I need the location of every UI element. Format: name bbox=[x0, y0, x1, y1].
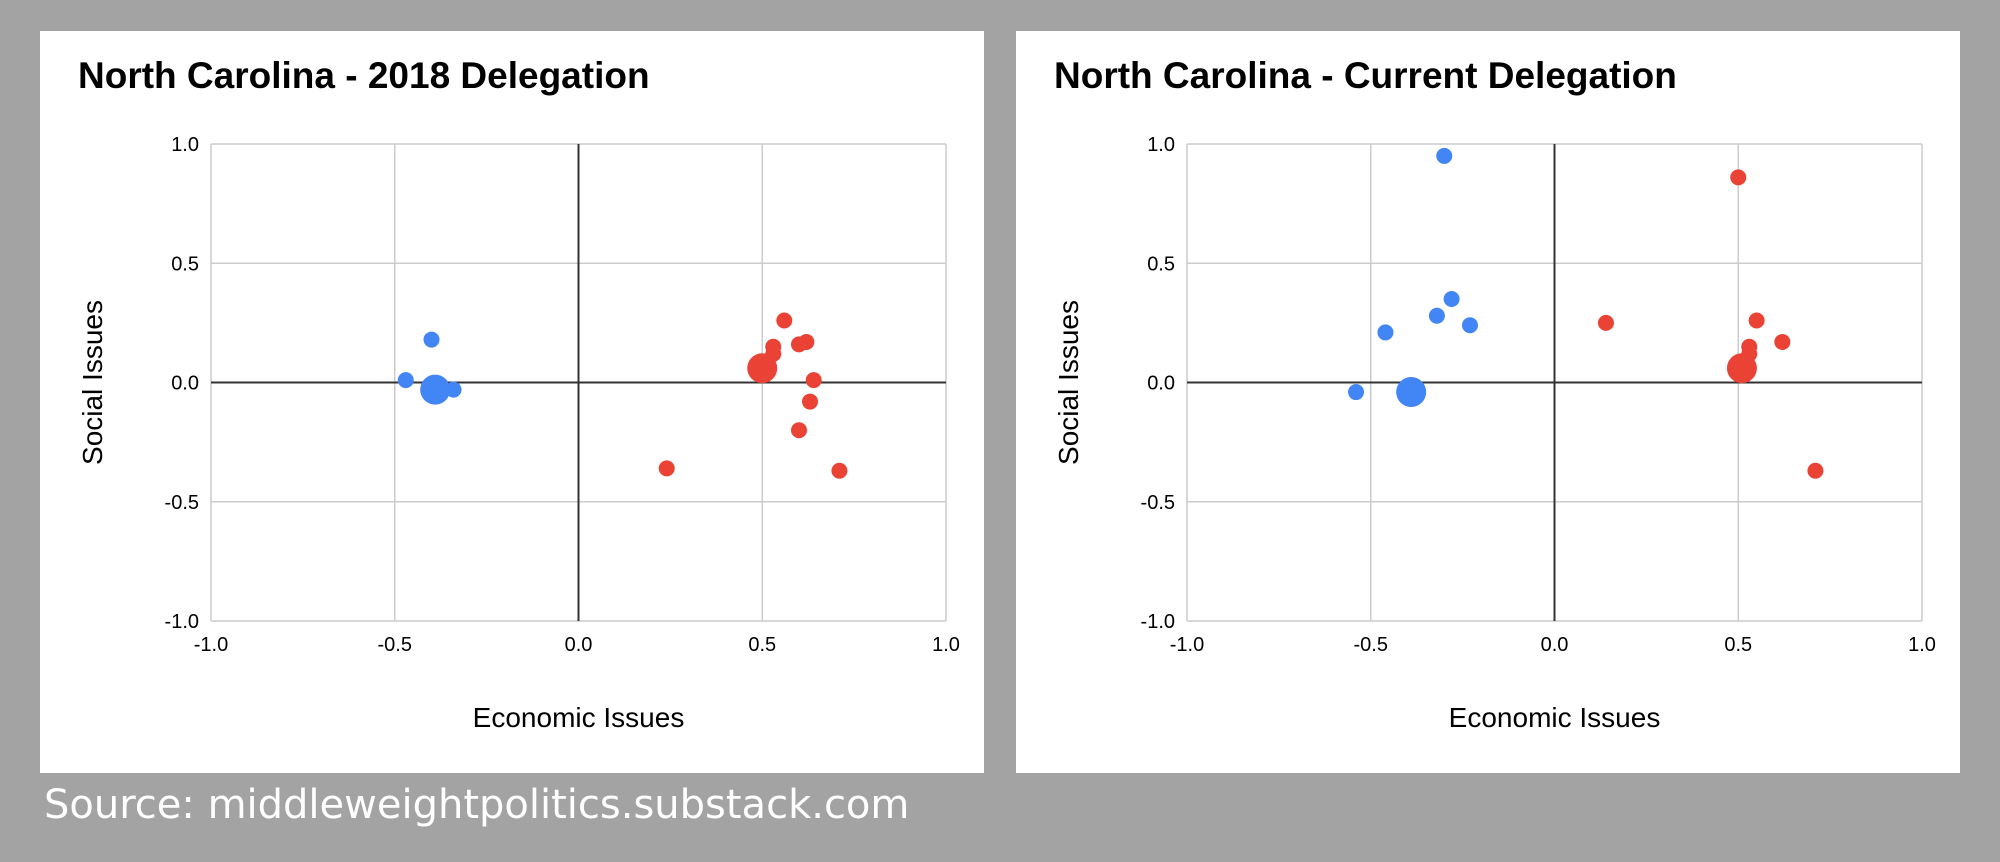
data-point-republicans bbox=[802, 393, 819, 410]
data-point-democrats bbox=[1443, 291, 1460, 308]
data-point-democrats bbox=[1428, 307, 1445, 324]
data-point-republicans bbox=[1726, 353, 1757, 384]
series-democrats bbox=[397, 331, 462, 405]
y-tick-label: -0.5 bbox=[1141, 492, 1175, 514]
y-tick-label: -0.5 bbox=[165, 492, 199, 514]
x-tick-label: 0.5 bbox=[1724, 634, 1752, 656]
y-tick-label: 0.5 bbox=[171, 253, 199, 275]
y-tick-label: 1.0 bbox=[1147, 134, 1175, 156]
data-point-republicans bbox=[776, 312, 793, 329]
chart-panel-2018: North Carolina - 2018 Delegation -1.0 -0.5… bbox=[40, 31, 984, 773]
series-republicans bbox=[1597, 169, 1824, 479]
data-point-republicans bbox=[1730, 169, 1747, 186]
scatter-chart-current: North Carolina - Current Delegation-1.0-… bbox=[1053, 55, 1936, 733]
scatter-chart-2018: North Carolina - 2018 Delegation -1.0 -0.5… bbox=[77, 55, 960, 733]
x-tick-label: 0.5 bbox=[748, 634, 776, 656]
data-point-democrats bbox=[1377, 324, 1394, 341]
chart-panel-current: North Carolina - Current Delegation -1.0-… bbox=[1016, 31, 1960, 773]
series-democrats bbox=[1348, 147, 1478, 408]
y-tick-label: 0.5 bbox=[1147, 253, 1175, 275]
chart-title: North Carolina - Current Delegation bbox=[1054, 55, 1677, 96]
x-tick-label: 0.0 bbox=[565, 634, 593, 656]
x-tick-label: -0.5 bbox=[1354, 634, 1388, 656]
x-axis-title: Economic Issues bbox=[1449, 702, 1661, 733]
source-caption: Source: middleweightpolitics.substack.co… bbox=[44, 782, 910, 828]
data-point-democrats bbox=[1461, 317, 1478, 334]
data-point-democrats bbox=[420, 374, 451, 405]
data-point-republicans bbox=[791, 422, 807, 439]
y-tick-label: 1.0 bbox=[171, 134, 199, 156]
data-point-republicans bbox=[798, 333, 815, 350]
chart-title: North Carolina - 2018 Delegation bbox=[78, 55, 650, 96]
x-tick-label: -1.0 bbox=[1170, 634, 1204, 656]
data-point-democrats bbox=[1348, 384, 1365, 401]
data-point-republicans bbox=[1748, 312, 1765, 329]
x-tick-label: 0.0 bbox=[1541, 634, 1569, 656]
grid bbox=[1186, 143, 1923, 622]
y-axis-title: Social Issues bbox=[77, 300, 108, 465]
x-tick-label: 1.0 bbox=[932, 634, 960, 656]
y-tick-label: 0.0 bbox=[171, 373, 199, 395]
data-point-democrats bbox=[1436, 147, 1453, 164]
data-point-republicans bbox=[747, 353, 778, 384]
x-tick-label: 1.0 bbox=[1908, 634, 1936, 656]
y-tick-label: 0.0 bbox=[1147, 373, 1175, 395]
x-tick-label: -1.0 bbox=[194, 634, 228, 656]
y-tick-label: -1.0 bbox=[1141, 611, 1175, 633]
grid bbox=[210, 143, 947, 622]
data-point-republicans bbox=[805, 372, 822, 389]
series-republicans bbox=[658, 312, 848, 479]
data-point-democrats bbox=[397, 372, 414, 389]
data-point-republicans bbox=[831, 462, 848, 479]
y-axis-title: Social Issues bbox=[1053, 300, 1084, 465]
data-point-republicans bbox=[1774, 333, 1791, 350]
data-point-democrats bbox=[1396, 377, 1427, 408]
data-point-republicans bbox=[1597, 314, 1614, 331]
data-point-republicans bbox=[1807, 462, 1824, 479]
x-axis-title: Economic Issues bbox=[473, 702, 685, 733]
x-tick-label: -0.5 bbox=[378, 634, 412, 656]
data-point-democrats bbox=[423, 331, 440, 348]
y-tick-label: -1.0 bbox=[165, 611, 199, 633]
data-point-republicans bbox=[658, 460, 675, 477]
